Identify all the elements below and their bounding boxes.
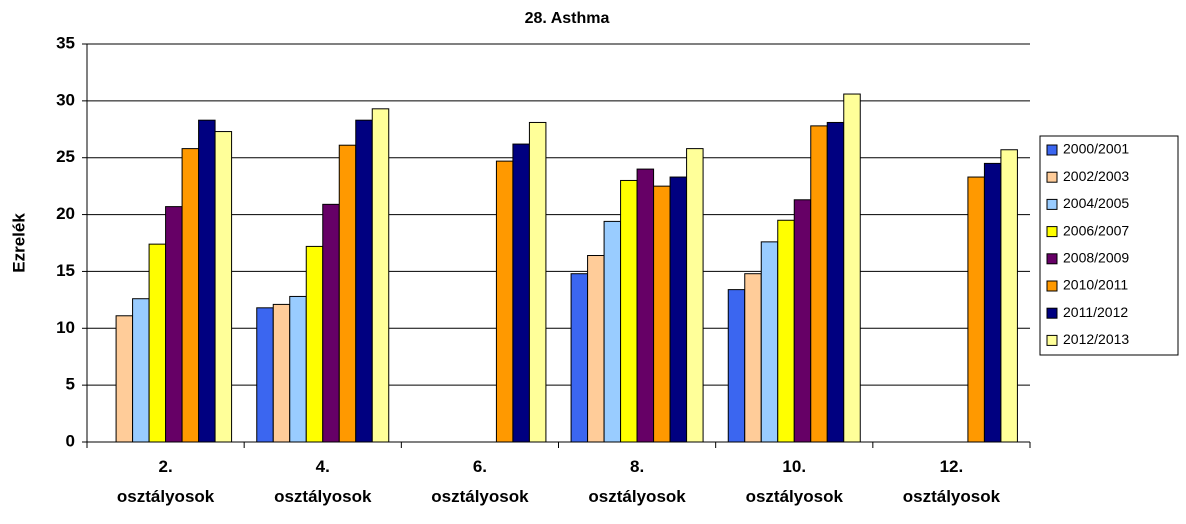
bar [727,289,746,443]
legend-swatch [1046,334,1058,346]
bar [810,125,828,443]
legend-swatch [1046,198,1058,210]
legend-label: 2006/2007 [1063,222,1129,238]
x-tick-label: 12. osztályosok [903,457,1001,506]
legend-label: 2012/2013 [1063,331,1129,347]
bar [305,245,324,443]
bar [686,148,704,443]
legend-swatch [1046,280,1058,292]
x-tick-label: 10. osztályosok [746,457,844,506]
x-tick-label: 2. osztályosok [117,457,215,506]
legend-label: 2011/2012 [1063,304,1128,320]
y-tick-label: 35 [56,33,75,52]
legend-box [1039,135,1179,356]
legend-swatch [1046,253,1058,265]
bar [338,144,357,443]
bar [587,255,605,443]
legend-swatch [1046,144,1058,156]
bar [181,148,200,443]
bar [603,220,622,443]
bar [256,307,274,443]
legend-swatch [1046,307,1058,319]
bar [495,160,514,443]
chart-title: 28. Asthma [525,10,610,27]
bar [826,121,845,443]
bar [528,121,547,443]
x-tick-label: 6. osztályosok [431,457,529,506]
y-axis-title: Ezrelék [9,213,28,273]
y-tick-label: 10 [56,318,75,337]
bar [570,273,589,443]
bar [777,219,795,443]
x-tick-label: 4. osztályosok [274,457,372,506]
bar [512,143,530,443]
legend-label: 2000/2001 [1063,141,1129,157]
legend-label: 2010/2011 [1063,277,1128,293]
bar [636,168,655,443]
bar [371,108,390,443]
bar [983,162,1002,443]
bar [653,185,671,443]
bar [793,199,812,443]
bar [148,243,167,443]
legend-label: 2004/2005 [1063,195,1129,211]
bar [214,131,233,443]
bar [322,203,340,443]
y-tick-label: 25 [56,147,75,166]
bar [272,303,291,443]
x-tick-label: 8. osztályosok [588,457,686,506]
bar [843,93,861,443]
bar [132,298,150,443]
legend-swatch [1046,226,1058,238]
bar [669,176,688,443]
bar [967,176,985,443]
legend-label: 2008/2009 [1063,250,1129,266]
legend-label: 2002/2003 [1063,168,1129,184]
y-tick-label: 5 [66,375,75,394]
bar [165,206,183,443]
bar [198,119,216,443]
bar [744,273,762,443]
y-tick-label: 30 [56,90,75,109]
bar [620,179,638,443]
bar [289,295,307,443]
y-tick-label: 0 [66,431,75,450]
bar [355,119,373,443]
legend-swatch [1046,171,1058,183]
y-tick-label: 20 [56,204,75,223]
y-tick-label: 15 [56,261,75,280]
bar [1000,149,1018,443]
bar [760,241,779,443]
bar [115,315,134,443]
